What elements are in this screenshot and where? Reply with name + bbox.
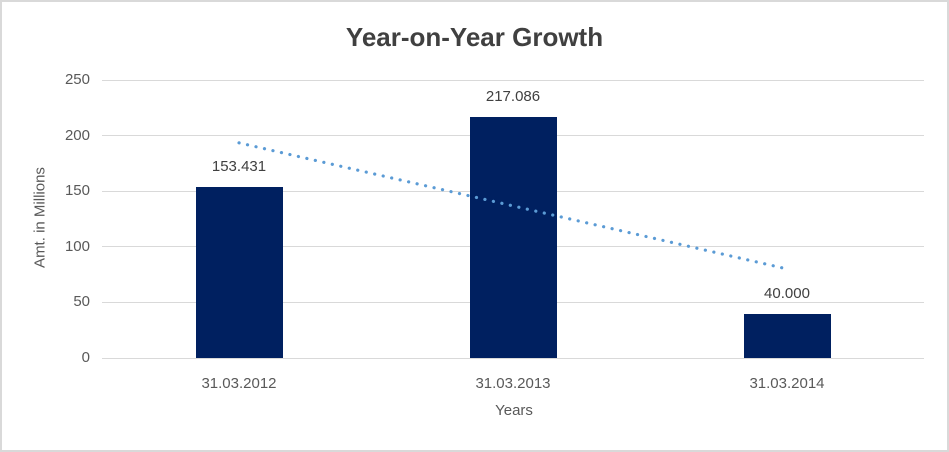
y-axis-title: Amt. in Millions xyxy=(31,167,49,268)
y-tick-label: 50 xyxy=(73,293,90,311)
bar-31.03.2013 xyxy=(469,116,557,358)
x-axis-line xyxy=(102,357,924,359)
bar-31.03.2012 xyxy=(195,187,283,358)
y-tick-label: 200 xyxy=(64,126,90,144)
x-tick-label: 31.03.2013 xyxy=(475,375,551,392)
bar-value-label: 40.000 xyxy=(764,284,810,302)
x-tick-label: 31.03.2012 xyxy=(201,375,277,392)
y-tick-label: 150 xyxy=(64,182,90,200)
y-tick-label: 250 xyxy=(64,71,90,88)
x-axis-title: Years xyxy=(495,402,533,419)
chart-title: Year-on-Year Growth xyxy=(345,22,604,52)
gridline xyxy=(102,79,924,81)
y-tick-label: 100 xyxy=(64,237,90,255)
x-tick-label: 31.03.2014 xyxy=(749,375,825,392)
bar-value-label: 217.086 xyxy=(485,87,541,105)
y-tick-label: 0 xyxy=(81,349,90,366)
bar-31.03.2014 xyxy=(743,313,831,358)
bar-value-label: 153.431 xyxy=(211,158,267,176)
